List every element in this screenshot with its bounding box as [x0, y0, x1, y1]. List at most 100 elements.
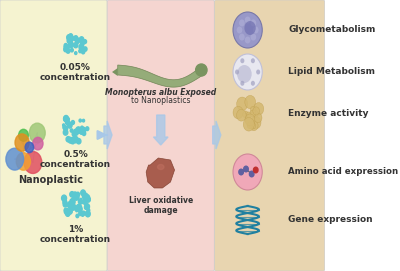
Circle shape [70, 129, 73, 132]
Circle shape [63, 124, 65, 126]
Circle shape [67, 35, 71, 40]
Circle shape [252, 110, 258, 118]
Circle shape [70, 192, 73, 196]
Circle shape [68, 42, 73, 48]
Circle shape [251, 116, 261, 129]
Circle shape [19, 129, 28, 141]
Circle shape [66, 211, 70, 216]
Text: Liver oxidative
damage: Liver oxidative damage [129, 196, 193, 215]
Circle shape [64, 116, 68, 122]
Text: Lipid Metabolism: Lipid Metabolism [288, 67, 375, 76]
FancyArrow shape [213, 121, 221, 149]
Circle shape [29, 123, 45, 143]
Circle shape [69, 138, 73, 142]
Circle shape [254, 113, 262, 123]
Circle shape [74, 129, 78, 135]
Circle shape [239, 169, 244, 175]
Circle shape [71, 139, 75, 144]
FancyArrow shape [154, 115, 168, 145]
Polygon shape [146, 158, 174, 188]
Circle shape [64, 45, 68, 50]
Circle shape [83, 200, 87, 205]
Circle shape [62, 195, 66, 201]
Circle shape [67, 202, 72, 208]
Circle shape [233, 154, 262, 190]
Text: Amino acid expression: Amino acid expression [288, 167, 398, 176]
Circle shape [254, 103, 264, 115]
Circle shape [63, 125, 66, 129]
Circle shape [244, 21, 256, 35]
Text: 0.5%
concentration: 0.5% concentration [40, 150, 111, 169]
Circle shape [74, 137, 78, 142]
Text: Monopterus albu Exposed: Monopterus albu Exposed [105, 88, 216, 97]
Circle shape [63, 202, 67, 207]
Circle shape [84, 40, 86, 44]
Circle shape [79, 130, 81, 133]
Circle shape [240, 81, 244, 86]
Circle shape [82, 213, 84, 216]
FancyBboxPatch shape [0, 0, 107, 271]
Circle shape [64, 127, 68, 131]
Polygon shape [112, 68, 118, 76]
Circle shape [250, 120, 258, 131]
Circle shape [64, 208, 69, 214]
Circle shape [233, 106, 243, 119]
Circle shape [235, 69, 239, 75]
Circle shape [73, 37, 76, 40]
Circle shape [69, 34, 73, 38]
Circle shape [6, 148, 24, 170]
Circle shape [74, 36, 78, 40]
Circle shape [70, 199, 75, 205]
Circle shape [16, 153, 30, 170]
Text: 0.05%
concentration: 0.05% concentration [40, 63, 111, 82]
Circle shape [76, 214, 79, 218]
Circle shape [79, 211, 82, 215]
Circle shape [72, 137, 76, 142]
Circle shape [68, 36, 73, 42]
Circle shape [239, 20, 245, 27]
Text: Glycometabolism: Glycometabolism [288, 25, 376, 34]
Circle shape [74, 140, 77, 143]
Circle shape [82, 193, 88, 200]
Circle shape [233, 12, 262, 48]
FancyBboxPatch shape [107, 0, 214, 271]
Circle shape [78, 199, 82, 204]
Circle shape [64, 47, 67, 52]
Circle shape [245, 114, 255, 126]
Circle shape [82, 131, 86, 136]
Circle shape [239, 34, 245, 41]
Circle shape [63, 200, 67, 205]
Circle shape [80, 129, 84, 134]
Circle shape [71, 121, 74, 124]
Circle shape [79, 119, 81, 122]
Circle shape [245, 37, 250, 44]
FancyArrow shape [104, 121, 112, 149]
Circle shape [233, 54, 262, 90]
Circle shape [240, 58, 244, 63]
Circle shape [81, 127, 86, 133]
Circle shape [76, 138, 81, 144]
Circle shape [81, 190, 85, 196]
Circle shape [245, 17, 250, 24]
Circle shape [250, 171, 254, 177]
Circle shape [24, 151, 42, 173]
Circle shape [237, 27, 242, 34]
Circle shape [64, 44, 68, 47]
Circle shape [250, 107, 256, 113]
Ellipse shape [158, 164, 164, 169]
Circle shape [79, 37, 84, 42]
Circle shape [79, 49, 82, 53]
Circle shape [82, 119, 84, 122]
Circle shape [253, 107, 260, 115]
Circle shape [245, 95, 256, 109]
Circle shape [76, 209, 78, 212]
Circle shape [254, 167, 258, 173]
Circle shape [79, 44, 84, 50]
Circle shape [76, 127, 81, 133]
Circle shape [75, 195, 79, 199]
Text: 1%
concentration: 1% concentration [40, 225, 111, 244]
Circle shape [76, 192, 80, 197]
Circle shape [75, 38, 80, 43]
Circle shape [82, 201, 84, 204]
Circle shape [87, 198, 90, 202]
